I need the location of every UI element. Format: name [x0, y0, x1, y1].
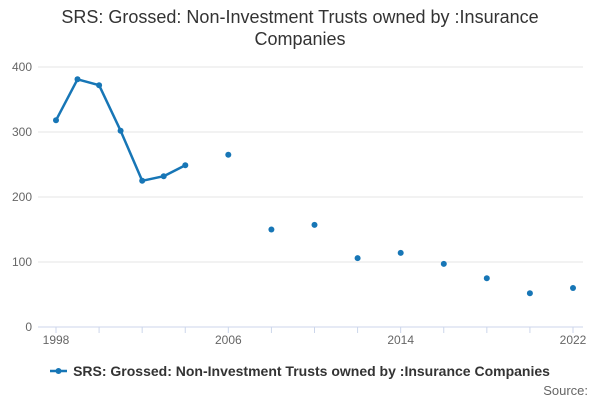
data-point-2014[interactable]: [397, 249, 404, 256]
y-tick-label: 400: [12, 60, 32, 74]
y-tick-label: 0: [25, 320, 32, 334]
x-tick-label: 2022: [560, 333, 587, 347]
data-point-2001[interactable]: [117, 127, 124, 134]
data-point-2008[interactable]: [268, 226, 275, 233]
data-point-2003[interactable]: [160, 173, 167, 180]
chart-title-text: SRS: Grossed: Non-Investment Trusts owne…: [61, 7, 539, 49]
data-point-2022[interactable]: [570, 285, 576, 291]
data-point-2010[interactable]: [311, 221, 318, 228]
data-point-2000[interactable]: [96, 82, 103, 89]
data-point-2016[interactable]: [440, 260, 447, 267]
y-tick-label: 100: [12, 255, 32, 269]
data-point-2018[interactable]: [483, 275, 490, 282]
data-point-2020[interactable]: [526, 290, 533, 297]
data-point-2004[interactable]: [182, 162, 189, 169]
data-point-2012[interactable]: [354, 255, 361, 262]
data-point-2006[interactable]: [225, 151, 232, 158]
y-tick-label: 200: [12, 190, 32, 204]
data-point-1999[interactable]: [74, 76, 81, 83]
data-point-1998[interactable]: [53, 117, 59, 124]
legend-label: SRS: Grossed: Non-Investment Trusts owne…: [73, 363, 550, 379]
chart-title: SRS: Grossed: Non-Investment Trusts owne…: [0, 6, 600, 50]
legend-marker-icon: [50, 368, 68, 374]
x-tick-label: 2006: [215, 333, 242, 347]
data-point-2002[interactable]: [139, 177, 146, 184]
source-label: Source:: [543, 383, 588, 398]
legend-item[interactable]: SRS: Grossed: Non-Investment Trusts owne…: [0, 363, 600, 379]
x-tick-label: 1998: [43, 333, 70, 347]
y-tick-label: 300: [12, 125, 32, 139]
x-tick-label: 2014: [387, 333, 414, 347]
